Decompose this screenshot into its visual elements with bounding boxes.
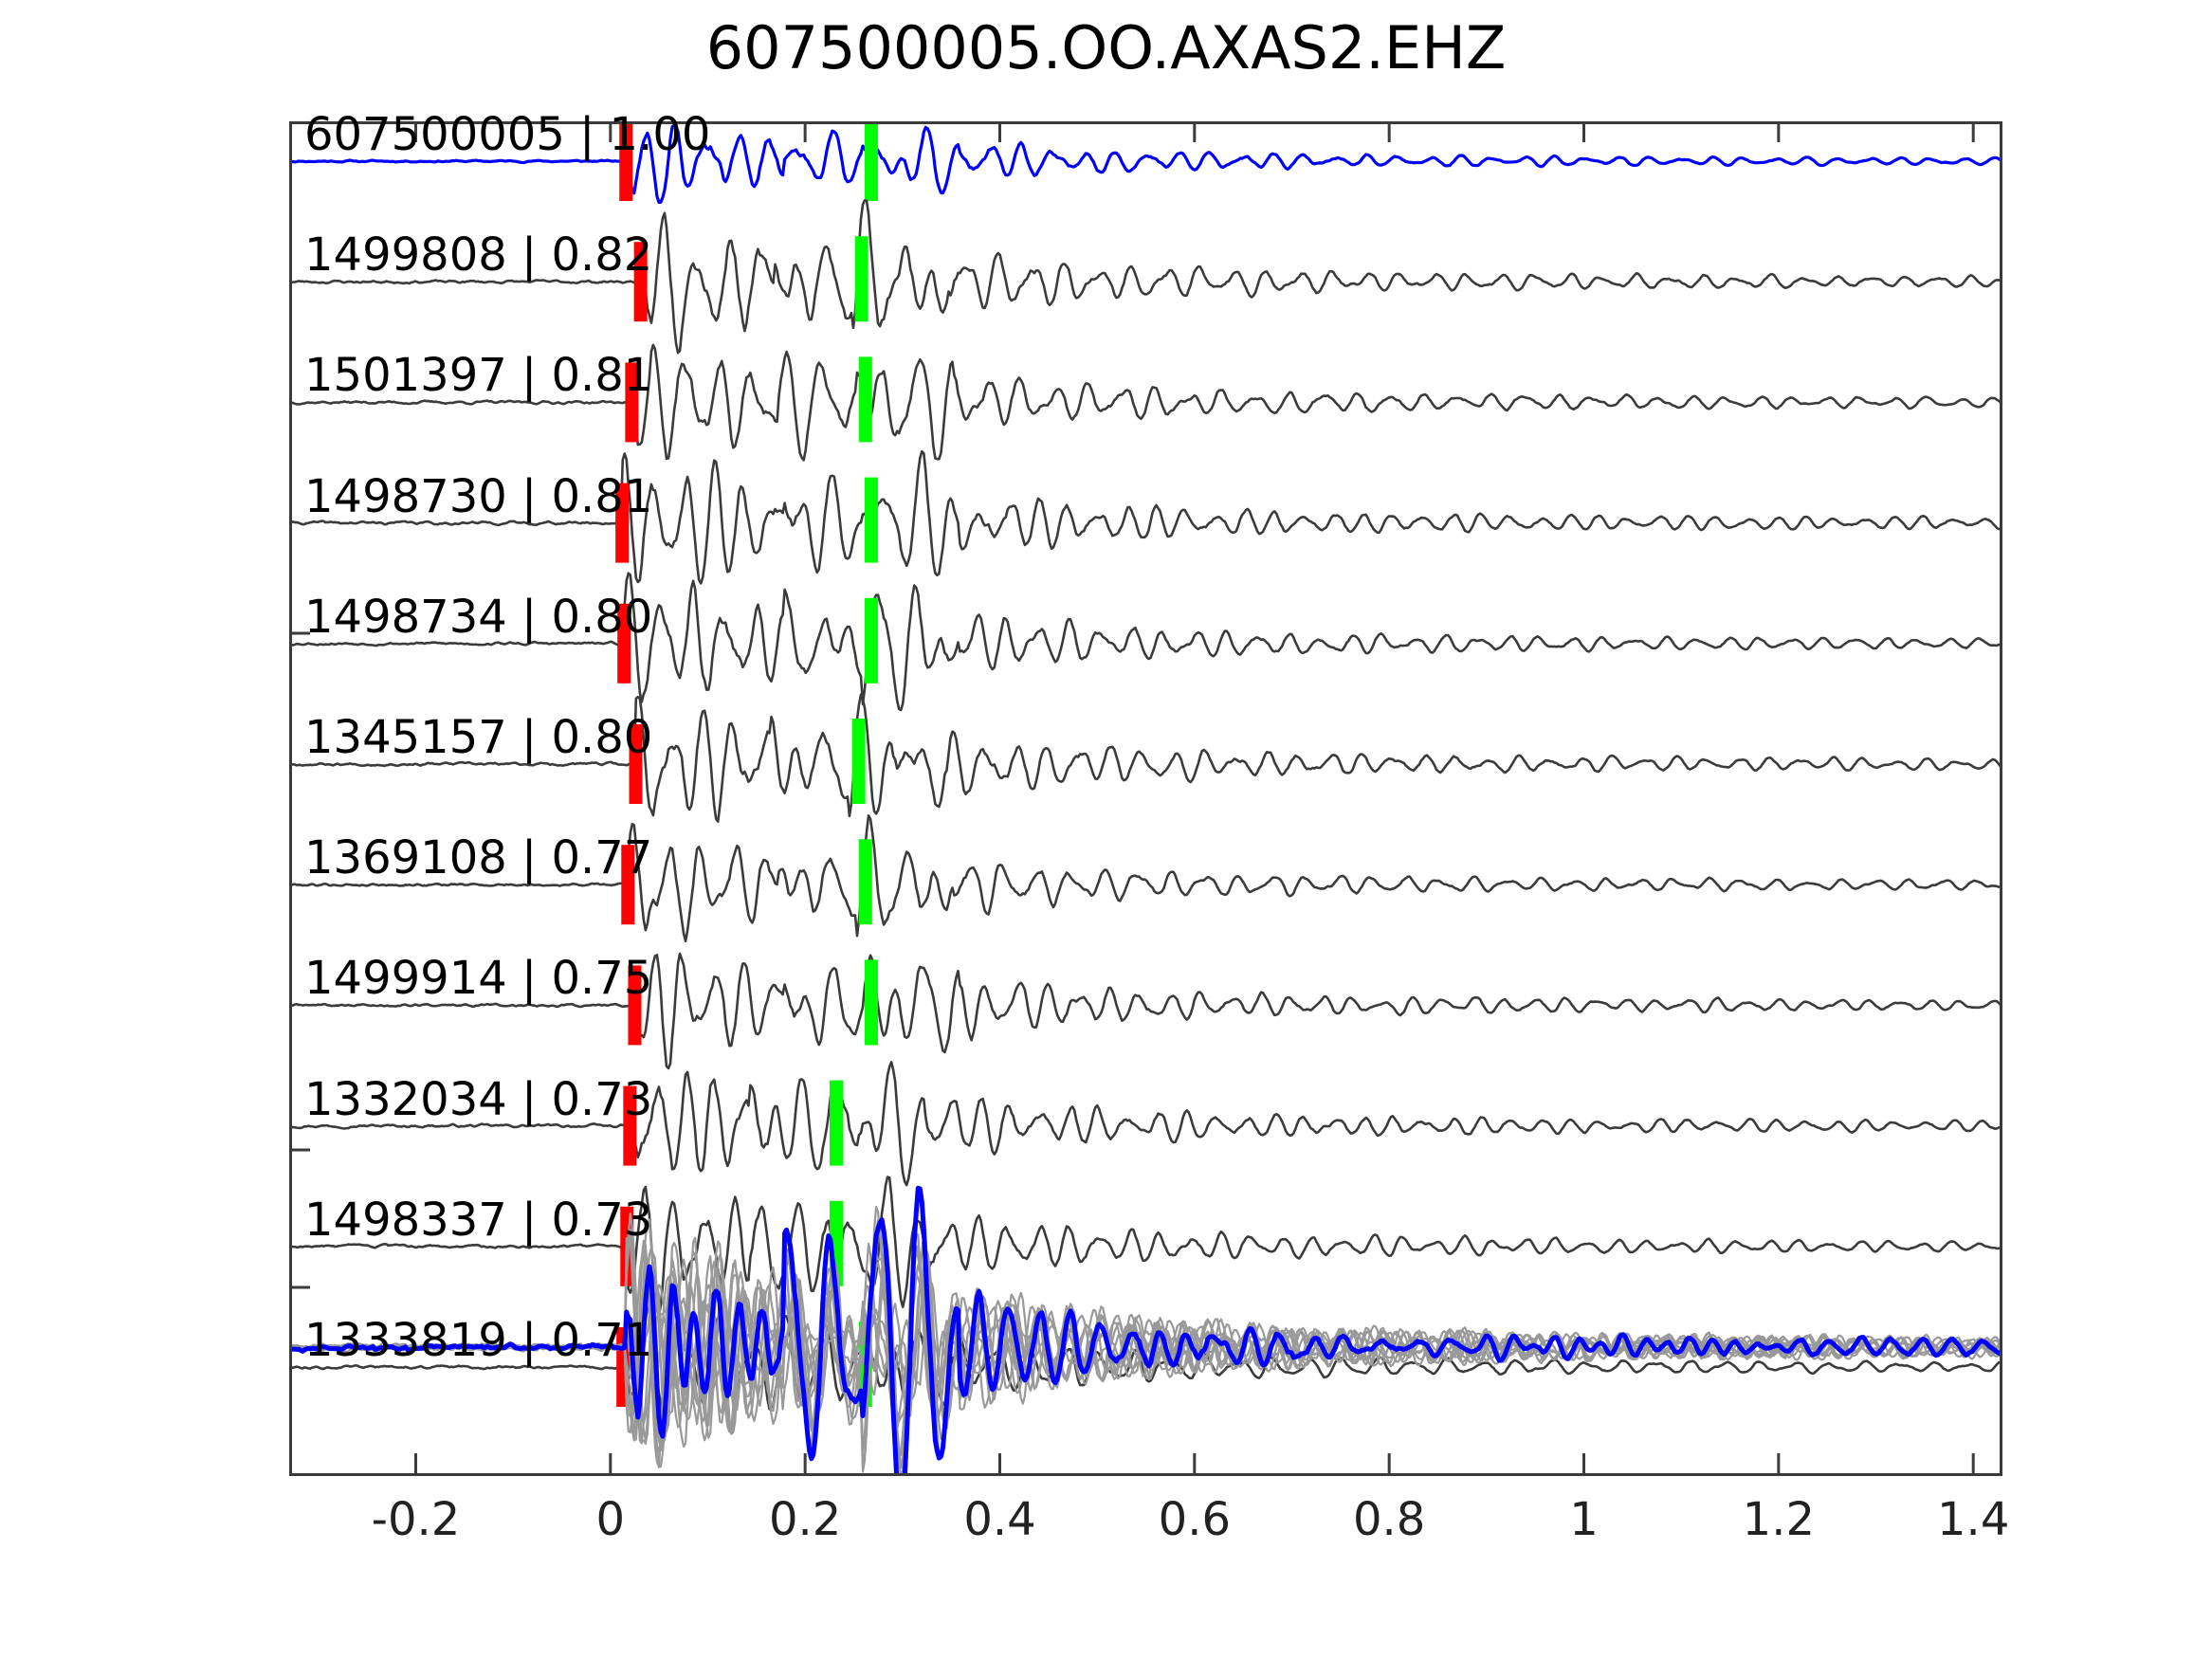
page-title: 607500005.OO.AXAS2.EHZ bbox=[705, 13, 1507, 82]
trace-label: 1498337 | 0.73 bbox=[304, 1193, 653, 1247]
waveform-row bbox=[289, 343, 2002, 462]
template-waveform-trace bbox=[289, 123, 2002, 205]
p-pick-marker bbox=[628, 965, 642, 1046]
trace-label: 1332034 | 0.73 bbox=[304, 1072, 653, 1126]
p-pick-marker bbox=[619, 121, 633, 201]
stack-mean-trace bbox=[289, 1185, 2002, 1476]
s-pick-marker bbox=[851, 719, 866, 804]
detection-waveform-trace bbox=[289, 814, 2002, 943]
x-axis-tick-labels: -0.2 0 0.2 0.4 0.6 0.8 1 1.2 1.4 bbox=[289, 1493, 2010, 1559]
x-axis-tick-label: 0.4 bbox=[963, 1493, 1036, 1546]
s-pick-marker bbox=[864, 121, 878, 201]
waveform-row bbox=[289, 449, 2002, 585]
waveform-row bbox=[289, 198, 2002, 355]
p-pick-marker bbox=[617, 603, 631, 684]
p-pick-marker bbox=[633, 242, 648, 322]
trace-label: 1498734 | 0.80 bbox=[304, 590, 653, 644]
trace-label: 1345157 | 0.80 bbox=[304, 711, 653, 764]
s-pick-marker bbox=[864, 477, 878, 563]
detection-waveform-trace bbox=[289, 198, 2002, 355]
detection-waveform-trace bbox=[289, 952, 2002, 1070]
trace-label: 607500005 | 1.00 bbox=[304, 108, 711, 161]
p-pick-marker bbox=[625, 362, 639, 443]
waveform-row bbox=[289, 693, 2002, 823]
trace-label: 1499808 | 0.82 bbox=[304, 228, 653, 283]
x-axis-tick-label: 1.2 bbox=[1742, 1493, 1816, 1546]
detection-waveform-trace bbox=[289, 343, 2002, 462]
trace-label: 1369108 | 0.77 bbox=[304, 831, 653, 885]
s-pick-marker bbox=[858, 839, 872, 925]
x-axis-tick-label: 0 bbox=[595, 1493, 626, 1546]
waveform-canvas bbox=[289, 121, 2002, 1476]
waveform-row bbox=[289, 121, 2002, 205]
s-pick-marker bbox=[830, 1080, 844, 1166]
trace-label: 1498730 | 0.81 bbox=[304, 469, 653, 523]
trace-label: 1333819 | 0.71 bbox=[304, 1314, 653, 1367]
x-axis-tick-label: 1 bbox=[1569, 1493, 1599, 1546]
detection-waveform-trace bbox=[289, 1061, 2002, 1187]
x-axis-tick-label: -0.2 bbox=[371, 1493, 461, 1546]
x-axis-tick-label: 1.4 bbox=[1937, 1493, 2010, 1546]
x-axis-tick-label: 0.6 bbox=[1158, 1493, 1231, 1546]
p-pick-marker bbox=[623, 1085, 637, 1166]
p-pick-marker bbox=[629, 724, 643, 804]
x-axis-tick-label: 0.8 bbox=[1353, 1493, 1426, 1546]
s-pick-marker bbox=[864, 597, 878, 684]
detection-waveform-trace bbox=[289, 693, 2002, 823]
aligned-stack-panel bbox=[289, 1185, 2002, 1476]
trace-label: 1499914 | 0.75 bbox=[304, 952, 653, 1006]
s-pick-marker bbox=[858, 356, 872, 443]
s-pick-marker bbox=[864, 959, 878, 1046]
plot-area: 607500005 | 1.00 1499808 | 0.82 1501397 | … bbox=[289, 108, 2002, 1476]
x-axis-tick-label: 0.2 bbox=[768, 1493, 842, 1546]
detection-waveform-trace bbox=[289, 572, 2002, 712]
waveform-row bbox=[289, 952, 2002, 1070]
waveform-row bbox=[289, 814, 2002, 943]
trace-label: 1501397 | 0.81 bbox=[304, 349, 653, 403]
s-pick-marker bbox=[854, 236, 868, 322]
p-pick-marker bbox=[621, 845, 635, 925]
waveform-row bbox=[289, 1061, 2002, 1187]
waveform-row bbox=[289, 572, 2002, 712]
detection-waveform-trace bbox=[289, 1176, 2002, 1318]
detection-waveform-trace bbox=[289, 449, 2002, 585]
p-pick-marker bbox=[615, 483, 630, 563]
